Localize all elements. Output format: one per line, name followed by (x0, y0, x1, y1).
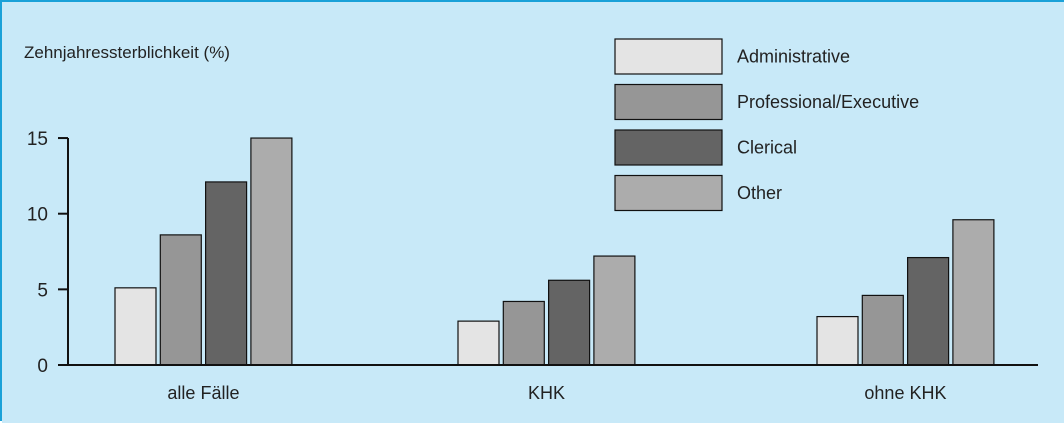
legend-label: Professional/Executive (737, 92, 919, 112)
bar (114, 287, 157, 366)
legend-label: Other (737, 183, 782, 203)
bar (861, 294, 904, 366)
bar (906, 256, 950, 366)
bar (250, 137, 293, 366)
y-tick-label: 0 (37, 356, 48, 377)
legend-swatch (614, 129, 723, 166)
y-tick-label: 5 (37, 280, 48, 301)
x-category-label: KHK (528, 383, 565, 403)
bar (159, 234, 202, 366)
bar (952, 219, 995, 366)
legend-swatch (614, 83, 723, 121)
axes-layer: 0 5 10 15 alle Fälle KHK ohne KHK (27, 129, 1038, 403)
bar (502, 300, 545, 366)
legend-swatch (614, 38, 723, 75)
x-category-label: ohne KHK (864, 383, 946, 403)
bar (547, 279, 591, 366)
bar (205, 181, 248, 366)
bar (457, 320, 500, 366)
bars-layer (114, 137, 995, 366)
bar (816, 315, 859, 366)
y-axis-label: Zehnjahressterblichkeit (%) (24, 43, 230, 62)
y-tick-label: 15 (27, 129, 48, 150)
legend-swatch (614, 174, 723, 212)
y-tick-label: 10 (27, 205, 48, 226)
legend-label: Administrative (737, 47, 850, 67)
x-category-label: alle Fälle (167, 383, 239, 403)
legend-label: Clerical (737, 138, 797, 158)
bar (593, 255, 636, 366)
legend: Administrative Professional/Executive Cler… (614, 38, 919, 212)
